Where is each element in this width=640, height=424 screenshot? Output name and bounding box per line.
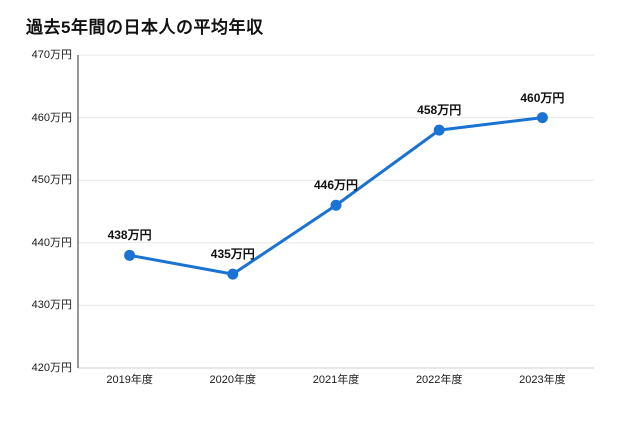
- data-value-label: 435万円: [210, 247, 255, 262]
- data-point-2019年度: [124, 249, 136, 261]
- x-tick-label: 2022年度: [415, 374, 463, 386]
- x-tick-label: 2019年度: [106, 374, 153, 386]
- data-point-2023年度: [536, 112, 548, 124]
- chart-title: 過去5年間の日本人の平均年収: [26, 18, 264, 37]
- data-point-2020年度: [227, 268, 239, 280]
- y-tick-label: 430万円: [31, 299, 72, 312]
- y-tick-label: 420万円: [31, 362, 72, 374]
- data-point-2022年度: [433, 124, 445, 136]
- data-value-label: 438万円: [107, 228, 152, 243]
- x-tick-label: 2021年度: [312, 374, 360, 386]
- data-value-label: 460万円: [520, 90, 565, 105]
- data-value-label: 458万円: [417, 103, 462, 118]
- data-point-2021年度: [330, 199, 342, 211]
- y-tick-label: 470万円: [31, 49, 72, 61]
- x-tick-label: 2020年度: [209, 374, 257, 386]
- y-tick-label: 450万円: [31, 174, 72, 187]
- data-value-label: 446万円: [313, 178, 359, 193]
- y-tick-label: 440万円: [31, 236, 72, 249]
- x-tick-label: 2023年度: [519, 374, 566, 386]
- y-tick-label: 460万円: [31, 111, 72, 124]
